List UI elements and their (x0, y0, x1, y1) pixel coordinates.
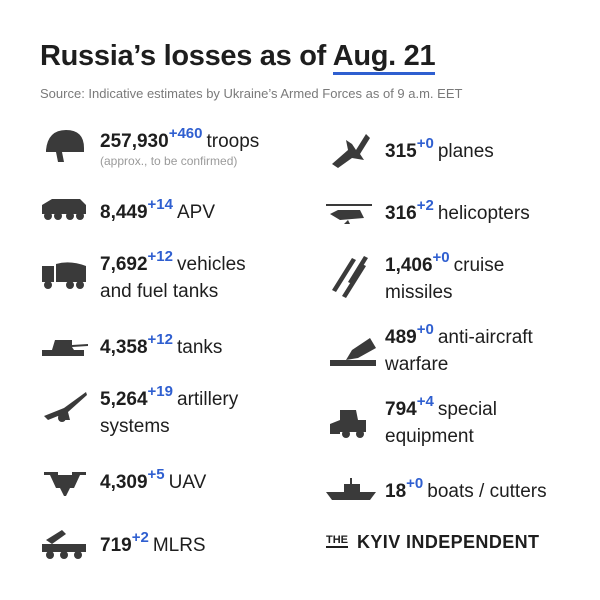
stat-delta: +2 (131, 529, 149, 546)
stat-delta: +4 (416, 393, 434, 410)
stat-label-line2: warfare (385, 354, 449, 375)
stat-delta: +0 (406, 475, 424, 492)
stat-delta: +0 (416, 135, 434, 152)
bulldozer-icon (330, 410, 366, 434)
stat-delta: +5 (147, 466, 165, 483)
stat-label: boats / cutters (427, 481, 547, 502)
helmet-icon (46, 130, 84, 162)
title: Russia’s losses as of Aug. 21 (40, 40, 436, 75)
stat-label-line2: systems (100, 416, 170, 437)
title-text: Russia’s losses as of (40, 40, 333, 72)
stat-line: 316+2 helicopters (385, 197, 530, 228)
plane-icon (332, 134, 370, 168)
stat-label-line2: missiles (385, 282, 453, 303)
logo-the: THE (326, 534, 348, 548)
helicopter-icon (326, 204, 372, 224)
stat-delta: +2 (416, 197, 434, 214)
stat-line: 7,692+12 vehicles (100, 248, 246, 279)
stat-label-line2: and fuel tanks (100, 281, 219, 302)
stat-label: vehicles (177, 254, 246, 275)
stat-value: 5,264 (100, 389, 148, 410)
boat-icon (326, 478, 376, 500)
stat-note: (approx., to be confirmed) (100, 154, 238, 168)
aa-icon (330, 338, 376, 366)
stat-value: 4,358 (100, 337, 148, 358)
stat-delta: +460 (168, 125, 203, 142)
stat-value: 4,309 (100, 472, 148, 493)
apv-icon (42, 199, 86, 214)
stat-line: 489+0 anti-aircraft (385, 321, 533, 352)
stat-label-line2: equipment (385, 426, 474, 447)
stat-label: special (437, 399, 497, 420)
stat-label: troops (206, 131, 260, 152)
title-date: Aug. 21 (332, 40, 436, 75)
stat-value: 257,930 (100, 131, 169, 152)
stat-label: tanks (177, 337, 223, 358)
stat-label: UAV (168, 472, 207, 493)
stat-label: cruise (453, 255, 505, 276)
source: Source: Indicative estimates by Ukraine’… (40, 86, 463, 101)
stat-line: 18+0 boats / cutters (385, 475, 547, 506)
mlrs-icon (42, 530, 86, 552)
stat-label: APV (177, 202, 216, 223)
stat-delta: +19 (147, 383, 173, 400)
stat-value: 316 (385, 203, 417, 224)
stat-value: 794 (385, 399, 417, 420)
stat-line: 1,406+0 cruise (385, 249, 505, 280)
tank-icon (42, 340, 88, 356)
truck-icon (42, 262, 86, 282)
stat-line: 4,309+5 UAV (100, 466, 207, 497)
missile-icon (332, 256, 368, 298)
stat-delta: +0 (416, 321, 434, 338)
stat-value: 1,406 (385, 255, 433, 276)
artillery-icon (44, 392, 87, 420)
stat-label: MLRS (152, 535, 206, 556)
stat-value: 8,449 (100, 202, 148, 223)
stat-delta: +12 (147, 331, 173, 348)
stat-line: 8,449+14 APV (100, 196, 216, 227)
stat-delta: +12 (147, 248, 173, 265)
uav-icon (44, 472, 86, 496)
stat-value: 7,692 (100, 254, 148, 275)
stat-label: helicopters (437, 203, 530, 224)
stat-value: 315 (385, 141, 417, 162)
stat-value: 18 (385, 481, 407, 502)
logo-name: KYIV INDEPENDENT (357, 532, 540, 552)
stat-delta: +0 (432, 249, 450, 266)
stat-label: planes (437, 141, 494, 162)
stat-line: 315+0 planes (385, 135, 494, 166)
stat-line: 719+2 MLRS (100, 529, 206, 560)
stat-line: 4,358+12 tanks (100, 331, 223, 362)
stat-line: 5,264+19 artillery (100, 383, 239, 414)
stat-delta: +14 (147, 196, 173, 213)
stat-value: 489 (385, 327, 417, 348)
stat-value: 719 (100, 535, 132, 556)
stat-line: 794+4 special (385, 393, 497, 424)
stat-label: anti-aircraft (437, 327, 533, 348)
stat-label: artillery (177, 389, 239, 410)
stat-line: 257,930+460 troops (100, 125, 260, 156)
